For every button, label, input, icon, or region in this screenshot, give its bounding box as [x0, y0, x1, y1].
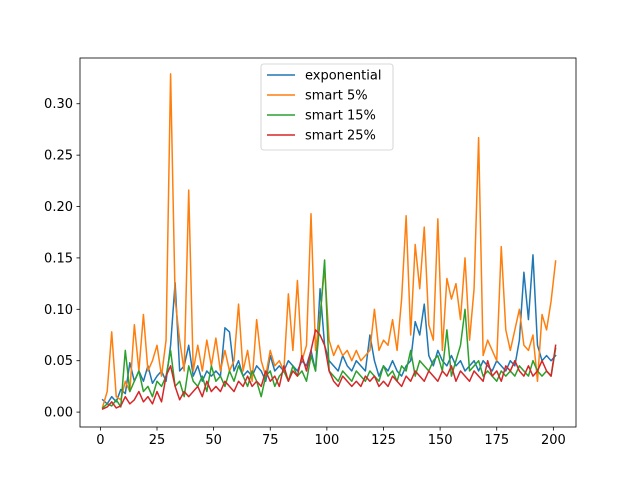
- legend-label: exponential: [305, 69, 381, 84]
- x-tick-label: 50: [205, 433, 222, 448]
- x-tick-label: 100: [314, 433, 339, 448]
- x-tick-label: 200: [541, 433, 566, 448]
- y-tick-label: 0.15: [44, 251, 73, 266]
- x-tick-label: 125: [371, 433, 396, 448]
- series-lines: [101, 73, 557, 411]
- legend: exponential smart 5% smart 15% smart 25%: [260, 63, 394, 151]
- y-tick-label: 0.20: [44, 200, 73, 215]
- axes-frame: [79, 57, 577, 428]
- y-tick-label: 0.05: [44, 354, 73, 369]
- legend-label: smart 5%: [305, 89, 368, 104]
- y-tick-label: 0.00: [44, 406, 73, 421]
- y-tick-label: 0.25: [44, 149, 73, 164]
- y-tick-label: 0.30: [44, 97, 73, 112]
- legend-label: smart 15%: [305, 109, 376, 124]
- legend-box: [260, 63, 394, 151]
- x-tick-label: 25: [149, 433, 166, 448]
- x-tick-label: 175: [484, 433, 509, 448]
- series-line-smart-25-: [101, 329, 557, 411]
- legend-label: smart 25%: [305, 129, 376, 144]
- axes: 0 25 50 75 100 125 150 175 200 0.00 0.05 0.10 0.15 0.…: [44, 57, 577, 448]
- y-tick-label: 0.10: [44, 303, 73, 318]
- series-line-smart-5-: [101, 73, 557, 408]
- x-tick-label: 150: [428, 433, 453, 448]
- x-tick-label: 75: [262, 433, 279, 448]
- x-tick-label: 0: [96, 433, 104, 448]
